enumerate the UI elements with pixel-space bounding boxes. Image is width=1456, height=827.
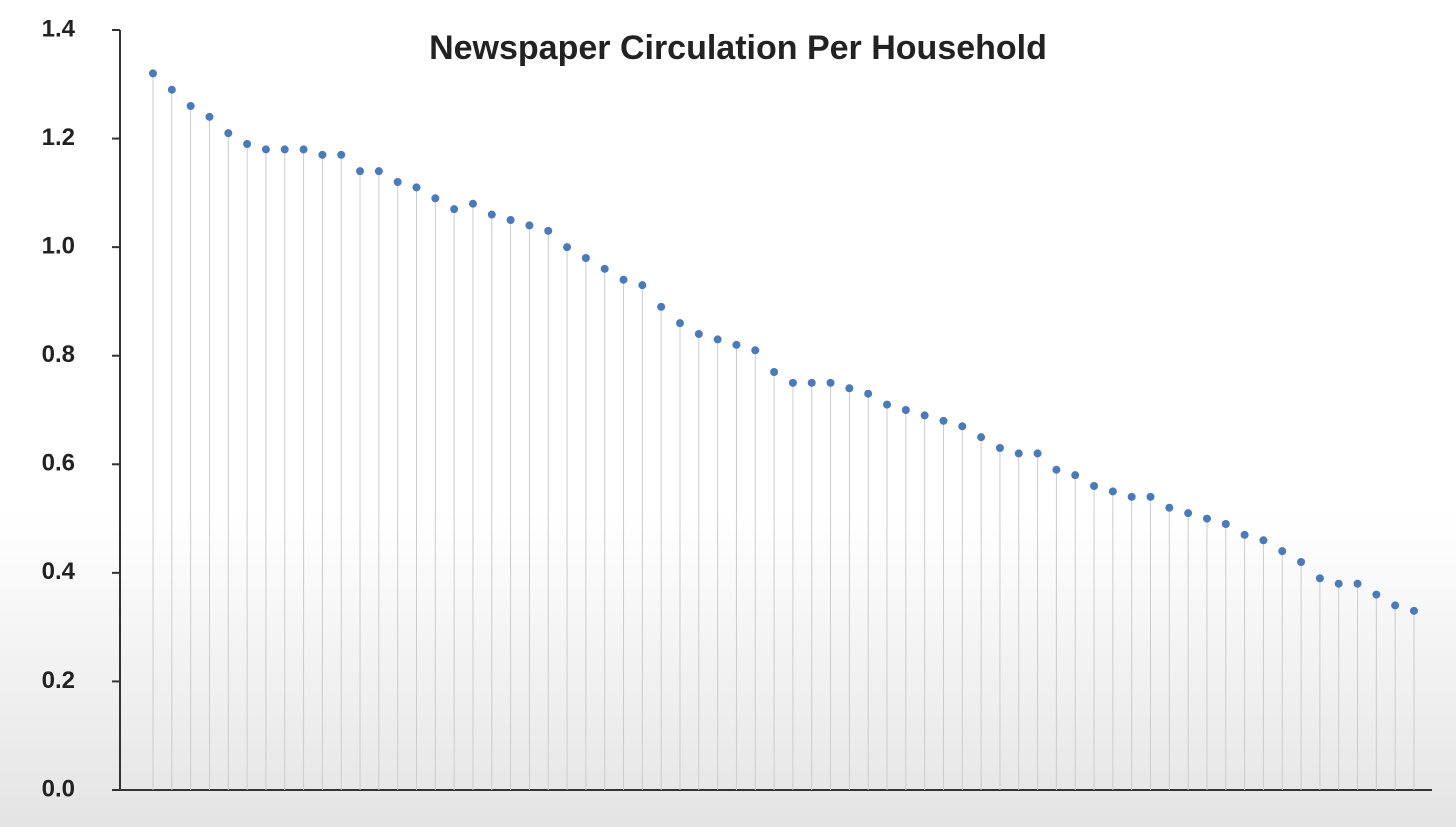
dot	[205, 112, 214, 121]
dot	[694, 330, 703, 338]
dot	[581, 254, 590, 262]
dot	[864, 389, 873, 398]
dot	[920, 411, 929, 420]
dot	[732, 340, 741, 349]
dot	[807, 378, 816, 387]
dot	[883, 400, 892, 409]
dot	[995, 444, 1004, 452]
dot	[374, 167, 383, 176]
dot	[1165, 503, 1174, 512]
dot	[1278, 547, 1287, 556]
dot	[1146, 492, 1155, 501]
dot	[1372, 590, 1381, 599]
y-tick-label: 1.0	[42, 232, 75, 259]
dot	[280, 145, 289, 154]
chart-title: Newspaper Circulation Per Household	[429, 29, 1047, 67]
dot	[1315, 574, 1324, 583]
dot	[1240, 530, 1249, 539]
dot	[751, 346, 760, 355]
dot	[675, 319, 684, 328]
dot	[356, 167, 365, 176]
dot	[525, 221, 534, 230]
dot	[468, 199, 477, 208]
dot	[1202, 514, 1211, 523]
dot	[1297, 558, 1306, 566]
dot	[638, 281, 647, 290]
dot	[1014, 449, 1023, 458]
dot	[901, 406, 910, 414]
dot	[1071, 471, 1080, 480]
dot	[299, 145, 308, 154]
dot	[770, 368, 779, 376]
dot	[563, 243, 572, 252]
dot	[1334, 579, 1343, 588]
y-tick-label: 0.6	[42, 450, 75, 477]
dot	[544, 226, 553, 235]
dot	[431, 194, 440, 203]
dot	[939, 416, 948, 425]
y-tick-label: 1.4	[42, 15, 76, 42]
y-tick-label: 1.2	[42, 124, 75, 151]
dot	[167, 85, 176, 94]
dot	[845, 384, 854, 393]
dot	[657, 302, 666, 311]
dot	[1108, 487, 1117, 496]
dot	[1184, 509, 1193, 518]
dot	[788, 378, 797, 387]
dot	[412, 183, 421, 192]
dot	[1090, 482, 1099, 490]
dot	[958, 422, 967, 431]
dot	[713, 335, 722, 344]
dot	[261, 145, 270, 154]
dot	[450, 205, 459, 214]
dot	[1033, 449, 1042, 458]
y-tick-label: 0.4	[42, 558, 76, 585]
y-tick-label: 0.2	[42, 667, 75, 694]
dot	[487, 210, 496, 219]
dot	[619, 275, 628, 284]
dot	[393, 178, 402, 186]
dot	[826, 378, 835, 387]
dot	[1409, 606, 1418, 615]
dot	[186, 102, 195, 110]
dot	[1052, 465, 1061, 474]
dot	[149, 69, 158, 78]
y-tick-label: 0.0	[42, 775, 75, 802]
dot	[1221, 520, 1230, 528]
dot	[1259, 536, 1268, 545]
dot	[243, 140, 252, 148]
dot	[224, 129, 233, 138]
dot	[977, 433, 986, 442]
dot	[318, 150, 327, 159]
dot	[1353, 579, 1362, 588]
dot	[506, 216, 515, 224]
y-tick-label: 0.8	[42, 341, 75, 368]
dot	[337, 150, 346, 159]
dot	[1127, 492, 1136, 501]
dot	[1391, 601, 1400, 610]
dot	[600, 264, 609, 273]
